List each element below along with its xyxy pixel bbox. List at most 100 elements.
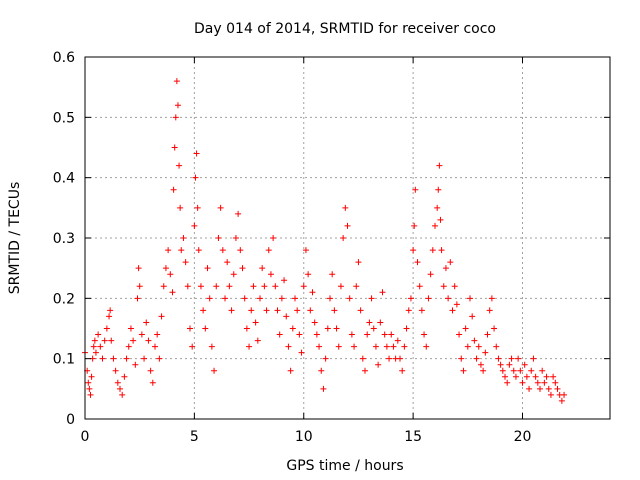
data-point [246,343,253,350]
data-point [170,186,177,193]
data-point [248,307,255,314]
data-point [482,349,489,356]
data-point [495,355,502,362]
data-point [521,361,528,368]
data-point [480,367,487,374]
data-point [453,301,460,308]
data-point [515,355,522,362]
x-tick-label: 10 [295,429,313,445]
data-point [95,331,102,338]
data-point [230,271,237,278]
data-point [545,385,552,392]
data-point [537,385,543,392]
chart-title: Day 014 of 2014, SRMTID for receiver coc… [194,21,496,37]
x-tick-label: 5 [190,429,199,445]
data-point [193,150,200,157]
data-point [294,307,301,314]
data-point [316,343,323,350]
data-point [438,247,445,254]
data-point [436,162,443,169]
data-point [296,331,303,338]
data-point [219,247,226,254]
data-point [401,343,408,350]
data-point [512,373,519,380]
y-tick-label: 0.2 [53,291,75,307]
data-point [534,379,541,386]
data-point [491,325,498,332]
data-point [552,379,559,386]
data-point [169,289,176,296]
data-point [208,343,215,350]
data-point [112,367,119,374]
data-point [123,355,130,362]
data-point [307,307,314,314]
data-point [272,283,279,290]
data-point [265,247,272,254]
data-point [228,307,235,314]
y-tick-label: 0 [66,412,75,428]
data-point [217,204,224,211]
data-point [329,271,336,278]
data-point [484,331,491,338]
data-point [283,313,290,320]
y-axis-ticks: 0 0.1 0.2 0.3 0.4 0.5 0.6 [53,50,610,428]
data-point [469,313,476,320]
data-point [235,210,242,217]
data-point [477,361,484,368]
data-point [353,283,360,290]
data-point [88,373,95,380]
data-point [447,259,454,266]
data-point [435,186,442,193]
data-point [528,367,535,374]
data-point [103,325,110,332]
x-tick-label: 0 [81,429,90,445]
data-point [324,325,331,332]
data-point [462,325,469,332]
data-point [182,259,189,266]
data-points [82,78,568,404]
data-point [508,355,515,362]
data-point [541,379,548,386]
data-point [410,247,417,254]
data-point [366,319,373,326]
data-point [362,367,368,374]
data-point [320,385,327,392]
data-point [300,283,307,290]
data-point [213,283,220,290]
data-point [467,295,473,302]
y-tick-label: 0.5 [53,110,75,126]
data-point [187,325,193,332]
data-point [119,391,126,398]
data-point [130,337,137,344]
data-point [375,361,382,368]
data-point [85,379,92,386]
data-point [138,331,145,338]
data-point [473,355,480,362]
data-point [237,247,244,254]
data-point [368,295,375,302]
data-point [194,204,201,211]
data-point [346,295,353,302]
data-point [550,373,557,380]
data-point [99,355,106,362]
data-point [108,337,115,344]
data-point [383,343,390,350]
data-point [309,289,316,296]
data-point [158,313,165,320]
data-point [364,331,371,338]
data-point [388,331,395,338]
data-point [97,343,104,350]
y-axis-label: SRMTID / TECUs [7,182,23,295]
data-point [327,295,333,302]
data-point [180,235,187,241]
data-point [261,283,268,290]
data-point [554,385,561,392]
data-point [91,337,98,344]
data-point [206,295,213,302]
data-point [377,319,384,326]
data-point [372,343,379,350]
data-point [285,343,292,350]
data-point [152,343,158,350]
data-point [464,343,471,350]
